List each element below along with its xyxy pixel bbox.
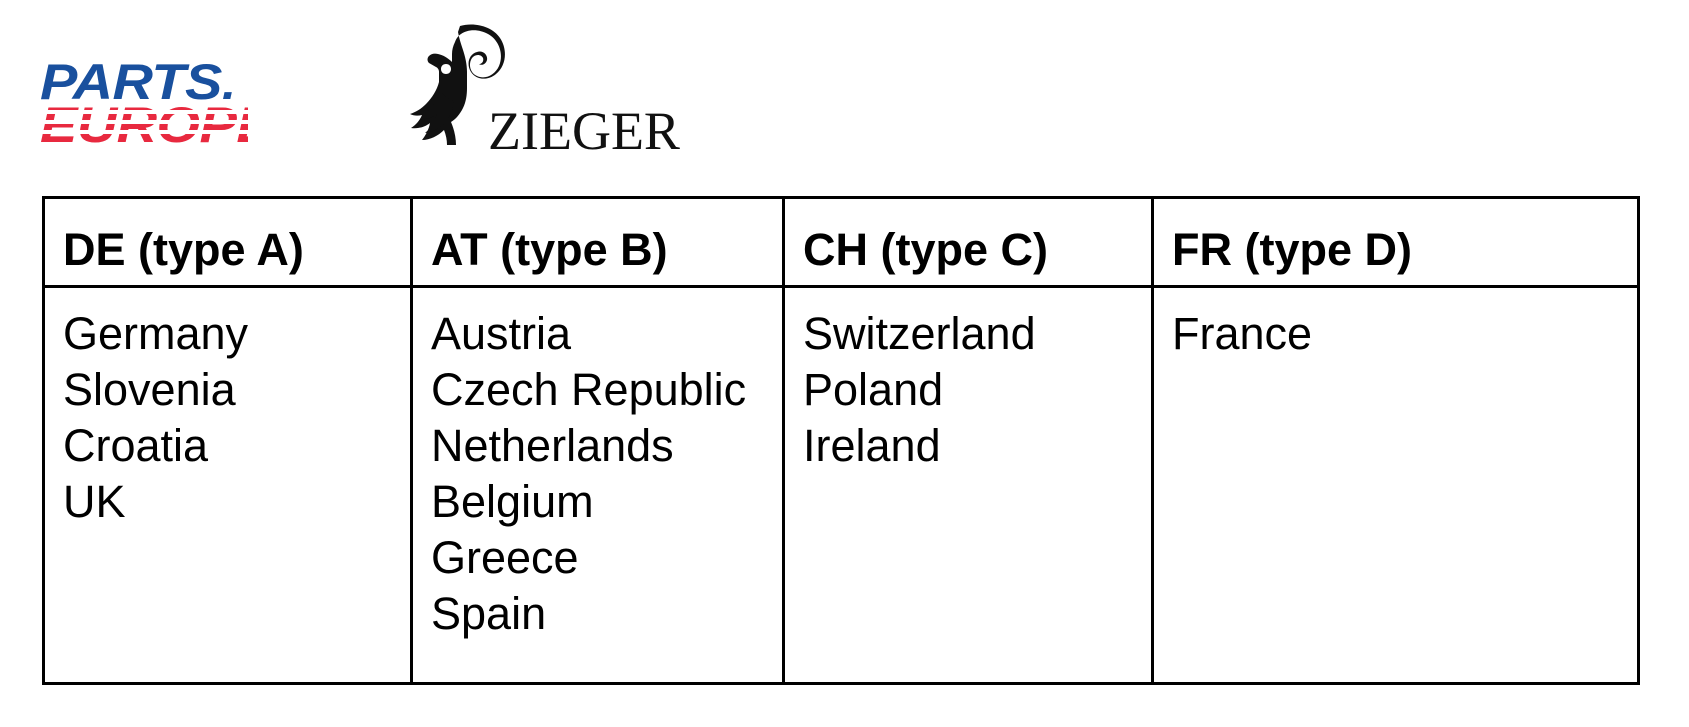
list-item: Slovenia	[63, 364, 236, 415]
table-cell-de-countries: Germany Slovenia Croatia UK	[42, 285, 413, 685]
table-cell-fr-countries: France	[1151, 285, 1640, 685]
header-label-fr: FR (type D)	[1172, 224, 1412, 275]
table-header-row-group: DE (type A) AT (type B) CH (type C) FR (…	[42, 196, 1640, 288]
list-item: Switzerland	[803, 308, 1036, 359]
logo-strip: PARTS. EUROPE ZIEGER	[0, 0, 1689, 180]
zieger-wordmark: ZIEGER	[488, 101, 680, 161]
table-header-cell-de: DE (type A)	[42, 196, 413, 288]
list-item: France	[1172, 308, 1313, 359]
parts-europe-dot: .	[221, 57, 236, 109]
header-label-de: DE (type A)	[63, 224, 304, 275]
list-item: Croatia	[63, 420, 209, 471]
table-cell-at-countries: Austria Czech Republic Netherlands Belgi…	[410, 285, 785, 685]
list-item: Ireland	[803, 420, 941, 471]
table-cell-ch-countries: Switzerland Poland Ireland	[782, 285, 1154, 685]
list-item: UK	[63, 476, 126, 527]
country-distribution-table: DE (type A) AT (type B) CH (type C) FR (…	[42, 196, 1640, 685]
country-list-fr: France	[1154, 288, 1637, 362]
table-header-cell-ch: CH (type C)	[782, 196, 1154, 288]
table-row: Germany Slovenia Croatia UK Austria Czec…	[42, 285, 1640, 685]
parts-europe-logo: PARTS. EUROPE	[40, 57, 328, 143]
list-item: Poland	[803, 364, 944, 415]
header-label-at: AT (type B)	[431, 224, 668, 275]
parts-europe-parts-wordmark: PARTS.	[40, 54, 236, 110]
list-item: Czech Republic	[431, 364, 747, 415]
list-item: Germany	[63, 308, 249, 359]
table-header-cell-fr: FR (type D)	[1151, 196, 1640, 288]
list-item: Spain	[431, 588, 547, 639]
parts-europe-europe-wordmark: EUROPE	[40, 100, 248, 143]
table-header-cell-at: AT (type B)	[410, 196, 785, 288]
zieger-logo: ZIEGER	[396, 20, 680, 158]
parts-europe-europe-wordmark-wrap: EUROPE	[40, 100, 249, 143]
list-item: Greece	[431, 532, 579, 583]
table-body: Germany Slovenia Croatia UK Austria Czec…	[42, 285, 1640, 685]
list-item: Belgium	[431, 476, 594, 527]
header-label-ch: CH (type C)	[803, 224, 1048, 275]
table-header-row: DE (type A) AT (type B) CH (type C) FR (…	[42, 196, 1640, 288]
list-item: Netherlands	[431, 420, 674, 471]
country-list-ch: Switzerland Poland Ireland	[785, 288, 1151, 474]
country-list-de: Germany Slovenia Croatia UK	[45, 288, 410, 530]
country-list-at: Austria Czech Republic Netherlands Belgi…	[413, 288, 782, 642]
list-item: Austria	[431, 308, 572, 359]
ram-silhouette-icon	[396, 20, 508, 145]
